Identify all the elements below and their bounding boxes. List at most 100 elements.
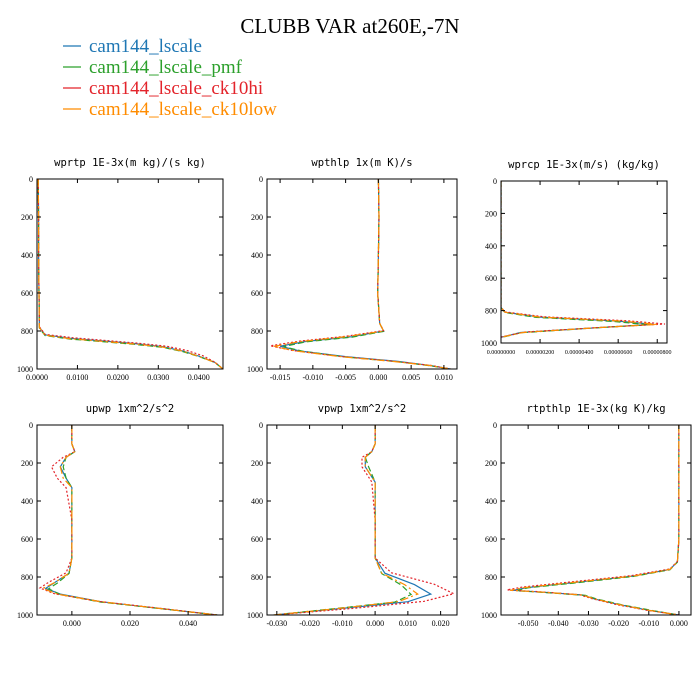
y-tick-label: 400 — [21, 497, 33, 506]
y-tick-label: 200 — [485, 209, 497, 218]
y-tick-label: 1000 — [247, 365, 263, 374]
x-tick-label: 0.020 — [432, 619, 450, 628]
series-line — [270, 179, 451, 369]
panel-title: vpwp 1xm^2/s^2 — [318, 403, 407, 415]
series-line — [273, 425, 419, 615]
panel-4: upwp 1xm^2/s^2 0 200 400 600 800 1000 0.000 0.02… — [17, 403, 224, 628]
series-line — [501, 181, 666, 338]
panel-1: wprtp 1E-3x(m kg)/(s kg) 0 200 400 600 800 100… — [17, 157, 224, 382]
series-line — [506, 425, 680, 615]
legend-label: cam144_lscale — [89, 36, 202, 57]
x-tick-label: 0.000 — [670, 619, 688, 628]
x-tick-label: -0.020 — [608, 619, 629, 628]
series-line — [509, 425, 680, 615]
legend-entry: cam144_lscale_pmf — [63, 57, 243, 78]
y-tick-label: 0 — [29, 421, 33, 430]
series-group — [38, 425, 218, 615]
x-tick-label: 0.0100 — [66, 373, 88, 382]
y-tick-label: 200 — [485, 459, 497, 468]
x-tick-label: 0.010 — [435, 373, 453, 382]
series-group — [273, 425, 456, 615]
y-tick-label: 400 — [21, 251, 33, 260]
panel-title: upwp 1xm^2/s^2 — [86, 403, 175, 415]
y-tick-label: 600 — [21, 535, 33, 544]
panel-5: vpwp 1xm^2/s^2 0 200 400 600 800 1000-0.030 -0.… — [247, 403, 458, 628]
x-tick-label: 0.010 — [399, 619, 417, 628]
y-tick-label: 400 — [485, 242, 497, 251]
x-tick-label: 0.000 — [369, 373, 387, 382]
y-tick-label: 600 — [251, 289, 263, 298]
legend-entry: cam144_lscale_ck10hi — [63, 78, 263, 99]
plot-frame — [36, 178, 224, 370]
series-line — [273, 425, 413, 615]
x-tick-label: 0.0300 — [147, 373, 169, 382]
x-tick-label: -0.050 — [518, 619, 539, 628]
x-tick-label: 0.040 — [179, 619, 197, 628]
x-tick-label: -0.010 — [332, 619, 353, 628]
series-group — [37, 179, 223, 369]
panels: wprtp 1E-3x(m kg)/(s kg) 0 200 400 600 800 100… — [17, 157, 692, 628]
y-tick-label: 1000 — [481, 339, 497, 348]
y-tick-label: 0 — [259, 421, 263, 430]
legend-entry: cam144_lscale_ck10low — [63, 99, 277, 120]
y-tick-label: 1000 — [481, 611, 497, 620]
legend-entry: cam144_lscale — [63, 36, 202, 57]
x-tick-label: 0.0200 — [107, 373, 129, 382]
panel-6: rtpthlp 1E-3x(kg K)/kg 0 200 400 600 800 1000 -… — [481, 403, 692, 628]
y-tick-label: 0 — [259, 175, 263, 184]
y-tick-label: 200 — [21, 213, 33, 222]
x-tick-label: -0.030 — [266, 619, 287, 628]
y-tick-label: 600 — [251, 535, 263, 544]
legend-label: cam144_lscale_ck10low — [89, 99, 277, 120]
x-tick-label: -0.010 — [303, 373, 324, 382]
x-tick-label: -0.010 — [638, 619, 659, 628]
series-group — [501, 181, 666, 339]
y-tick-label: 400 — [251, 497, 263, 506]
plot-frame — [500, 180, 668, 344]
y-tick-label: 800 — [21, 573, 33, 582]
y-tick-label: 1000 — [17, 365, 33, 374]
y-tick-label: 200 — [21, 459, 33, 468]
plot-frame — [500, 424, 692, 616]
x-tick-label: -0.030 — [578, 619, 599, 628]
plot-frame — [266, 424, 458, 616]
y-tick-label: 400 — [251, 251, 263, 260]
figure-title: CLUBB VAR at260E,-7N — [240, 14, 459, 38]
y-tick-label: 600 — [485, 274, 497, 283]
series-line — [38, 425, 218, 615]
x-tick-label: 0.000 — [63, 619, 81, 628]
series-line — [501, 181, 654, 338]
series-group — [270, 179, 451, 369]
y-tick-label: 0 — [29, 175, 33, 184]
y-tick-label: 800 — [251, 327, 263, 336]
x-tick-label: 0.020 — [121, 619, 139, 628]
x-tick-label: 0.00000200 — [526, 350, 555, 356]
y-tick-label: 0 — [493, 421, 497, 430]
legend-label: cam144_lscale_pmf — [89, 57, 243, 78]
x-tick-label: 0.00000400 — [565, 350, 594, 356]
x-tick-label: -0.005 — [335, 373, 356, 382]
series-line — [41, 425, 218, 615]
series-line — [37, 179, 223, 369]
panel-2: wpthlp 1x(m K)/s 0 200 400 600 800 1000 -0.015 -… — [247, 157, 458, 382]
series-group — [506, 425, 680, 615]
x-tick-label: 0.000 — [366, 619, 384, 628]
panel-3: wprcp 1E-3x(m/s) (kg/kg) 0 200 400 600 800 100… — [481, 159, 671, 356]
y-tick-label: 200 — [251, 459, 263, 468]
y-tick-label: 1000 — [17, 611, 33, 620]
series-line — [501, 181, 658, 338]
y-tick-label: 600 — [485, 535, 497, 544]
legend: cam144_lscalecam144_lscale_pmfcam144_lsc… — [63, 36, 277, 120]
x-tick-label: -0.020 — [299, 619, 320, 628]
x-tick-label: -0.015 — [270, 373, 291, 382]
y-tick-label: 600 — [21, 289, 33, 298]
panel-title: wpthlp 1x(m K)/s — [311, 157, 412, 169]
series-line — [37, 179, 223, 369]
series-line — [273, 425, 456, 615]
series-line — [37, 179, 223, 369]
x-tick-label: 0.0400 — [188, 373, 210, 382]
x-tick-label: 0.00000800 — [643, 350, 672, 356]
legend-label: cam144_lscale_ck10hi — [89, 78, 263, 99]
plot-frame — [36, 424, 224, 616]
